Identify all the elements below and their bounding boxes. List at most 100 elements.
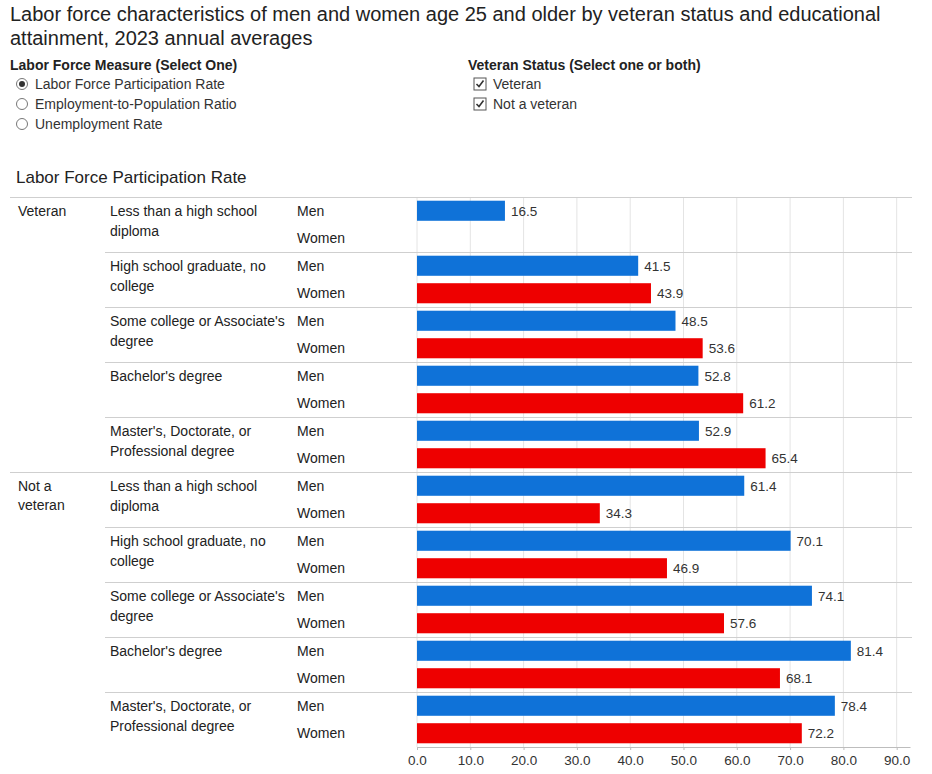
- radio-dot[interactable]: [19, 81, 25, 87]
- data-label: 68.1: [786, 671, 812, 686]
- bar: [417, 366, 698, 386]
- tick-label: 20.0: [511, 753, 537, 768]
- bar: [417, 641, 851, 661]
- bar: [417, 696, 835, 716]
- series-label: Men: [297, 203, 324, 219]
- tick-mark: [417, 747, 418, 750]
- control-option[interactable]: Not a veteran: [474, 96, 577, 112]
- control-option[interactable]: Unemployment Rate: [17, 116, 163, 132]
- control-option[interactable]: Labor Force Participation Rate: [17, 76, 226, 92]
- tick-mark: [630, 747, 631, 750]
- data-label: 41.5: [644, 259, 670, 274]
- tick-mark: [737, 747, 738, 750]
- text-line: Bachelor's degree: [110, 368, 223, 384]
- tick-mark: [683, 747, 684, 750]
- row-separator: [105, 307, 912, 308]
- tick: 60.0: [724, 747, 750, 768]
- bar: [417, 503, 600, 523]
- control-group: Veteran Status (Select one or both)Veter…: [468, 57, 701, 112]
- title: Labor force characteristics of men and w…: [10, 3, 881, 49]
- data-label: 72.2: [808, 726, 834, 741]
- series-label: Men: [297, 423, 324, 439]
- row-separator: [105, 527, 912, 528]
- control-label[interactable]: Veteran: [493, 76, 541, 92]
- row-labels: Veteran Less than a high schooldiploma Men…: [18, 203, 345, 742]
- text-line: college: [110, 278, 155, 294]
- text-line: degree: [110, 333, 154, 349]
- separators: [10, 198, 912, 693]
- category-label: Master's, Doctorate, orProfessional degr…: [110, 698, 252, 734]
- control-label[interactable]: Not a veteran: [493, 96, 577, 112]
- text-line: college: [110, 553, 155, 569]
- category-label: Some college or Associate'sdegree: [110, 588, 285, 624]
- data-label: 46.9: [673, 561, 699, 576]
- data-label: 34.3: [606, 506, 632, 521]
- tick-label: 30.0: [564, 753, 590, 768]
- control-heading: Labor Force Measure (Select One): [10, 57, 237, 73]
- text-line: High school graduate, no: [110, 258, 266, 274]
- control-label[interactable]: Employment-to-Population Ratio: [35, 96, 237, 112]
- category-label: Master's, Doctorate, orProfessional degr…: [110, 423, 252, 459]
- category-label: High school graduate, nocollege: [110, 533, 266, 569]
- data-label: 53.6: [709, 341, 735, 356]
- tick-mark: [470, 747, 471, 750]
- row-separator: [105, 362, 912, 363]
- series-label: Men: [297, 478, 324, 494]
- series-label: Women: [297, 285, 345, 301]
- row-separator: [105, 252, 912, 253]
- row-separator: [105, 692, 912, 693]
- text-line: attainment, 2023 annual averages: [10, 27, 312, 49]
- text-line: Some college or Associate's: [110, 313, 285, 329]
- series-label: Women: [297, 670, 345, 686]
- category-label: High school graduate, no college: [110, 258, 266, 294]
- series-label: Men: [297, 313, 324, 329]
- tick: 40.0: [618, 747, 644, 768]
- control-label[interactable]: Unemployment Rate: [35, 116, 163, 132]
- series-label: Women: [297, 615, 345, 631]
- row-separator: [105, 637, 912, 638]
- checkbox[interactable]: [474, 98, 486, 110]
- text-line: degree: [110, 608, 154, 624]
- data-label: 57.6: [730, 616, 756, 631]
- radio-button[interactable]: [17, 99, 28, 110]
- tick-label: 50.0: [671, 753, 697, 768]
- data-label: 52.9: [705, 424, 731, 439]
- tick-label: 90.0: [884, 753, 910, 768]
- data-label: 61.4: [750, 479, 777, 494]
- checkmark[interactable]: [477, 81, 484, 87]
- row-separator: [105, 582, 912, 583]
- series-label: Men: [297, 258, 324, 274]
- checkmark[interactable]: [477, 101, 484, 107]
- tick-mark: [524, 747, 525, 750]
- tick-mark: [790, 747, 791, 750]
- radio-button[interactable]: [17, 79, 28, 90]
- tick-mark: [577, 747, 578, 750]
- text-line: Labor force characteristics of men and w…: [10, 3, 881, 25]
- chart: Labor force characteristics of men and w…: [0, 0, 932, 774]
- checkbox[interactable]: [474, 78, 486, 90]
- tick-label: 0.0: [408, 753, 427, 768]
- text-line: Veteran: [18, 203, 66, 219]
- panel-label: Not aveteran: [18, 478, 65, 513]
- control-option[interactable]: Veteran: [474, 76, 541, 92]
- bar: [417, 201, 505, 221]
- text-line: Professional degree: [110, 718, 235, 734]
- series-label: Women: [297, 560, 345, 576]
- data-label: 43.9: [657, 286, 683, 301]
- series-label: Men: [297, 698, 324, 714]
- series-label: Women: [297, 395, 345, 411]
- tick: 30.0: [564, 747, 590, 768]
- bar: [417, 558, 667, 578]
- data-label: 81.4: [857, 644, 884, 659]
- bar: [417, 421, 699, 441]
- text-line: Bachelor's degree: [110, 643, 223, 659]
- category-label: Bachelor's degree: [110, 368, 223, 384]
- control-label[interactable]: Labor Force Participation Rate: [35, 76, 225, 92]
- control-option[interactable]: Employment-to-Population Ratio: [17, 96, 237, 112]
- data-label: 65.4: [772, 451, 799, 466]
- panel-label: Veteran: [18, 203, 66, 219]
- radio-button[interactable]: [17, 119, 28, 130]
- category-label: Less than a high schooldiploma: [110, 478, 257, 514]
- panel-separator: [10, 197, 912, 198]
- tick-label: 80.0: [831, 753, 857, 768]
